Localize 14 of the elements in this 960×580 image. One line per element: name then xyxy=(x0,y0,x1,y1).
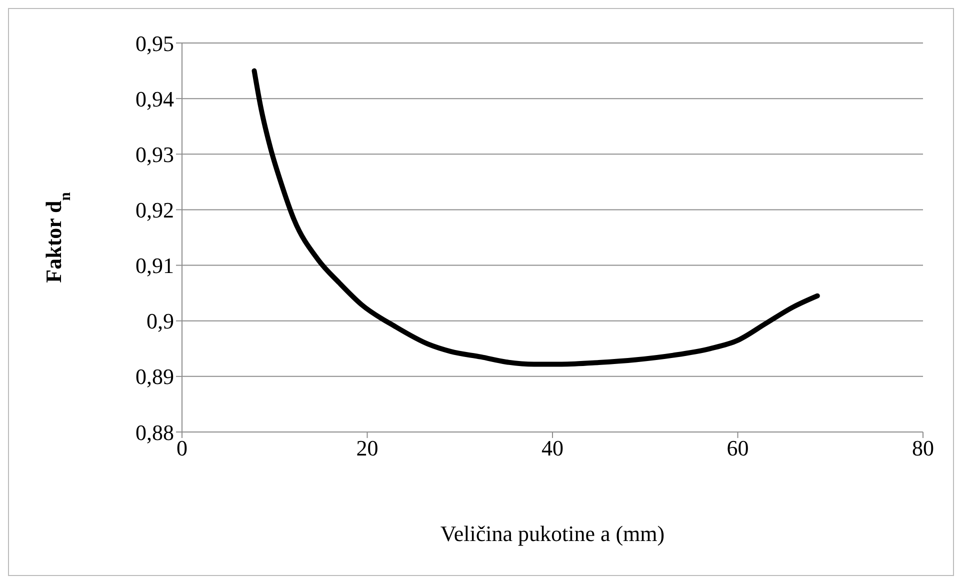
y-tick-label: 0,94 xyxy=(136,86,174,112)
x-axis-title: Veličina pukotine a (mm) xyxy=(440,521,665,546)
y-tick-label: 0,9 xyxy=(146,308,174,334)
x-tick-label: 80 xyxy=(912,436,934,461)
y-tick-label: 0,95 xyxy=(136,30,174,56)
x-tick-label: 0 xyxy=(176,436,188,461)
y-tick-label: 0,89 xyxy=(136,364,174,390)
y-tick-label: 0,88 xyxy=(136,420,174,445)
y-tick-label: 0,91 xyxy=(136,253,174,278)
y-tick-label: 0,93 xyxy=(136,142,174,167)
x-tick-label: 60 xyxy=(726,436,749,461)
y-tick-label: 0,92 xyxy=(136,198,174,223)
x-tick-label: 40 xyxy=(542,436,564,461)
x-tick-label: 20 xyxy=(356,436,378,461)
